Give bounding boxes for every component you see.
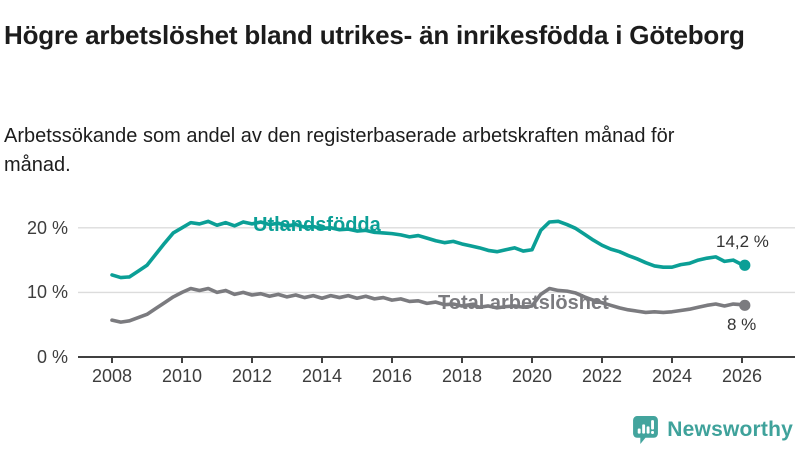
end-dot-1 — [739, 299, 751, 311]
x-axis-label: 2026 — [721, 366, 763, 386]
x-axis-label: 2020 — [511, 366, 553, 386]
newsworthy-logo: Newsworthy — [632, 415, 793, 444]
x-axis-label: 2012 — [231, 366, 273, 386]
y-axis-label: 0 % — [36, 347, 68, 367]
x-axis-label: 2014 — [301, 366, 343, 386]
x-axis-label: 2016 — [371, 366, 413, 386]
brand-name: Newsworthy — [667, 417, 793, 441]
end-dot-0 — [739, 259, 751, 271]
end-value-label-total: 8 % — [727, 315, 757, 334]
chart-title: Högre arbetslöshet bland utrikes- än inr… — [4, 20, 745, 51]
x-axis-label: 2022 — [581, 366, 623, 386]
series-line-1 — [110, 286, 747, 324]
x-axis-label: 2010 — [161, 366, 203, 386]
series-label-total-arbetsloshet: Total arbetslöshet — [438, 292, 609, 314]
bar-chart-speech-bubble-icon — [633, 416, 659, 444]
y-axis-label: 10 % — [26, 282, 68, 303]
end-value-label-utlandsfodda: 14,2 % — [716, 232, 769, 251]
y-axis-label: 20 % — [26, 217, 68, 238]
series-line-0 — [110, 219, 747, 280]
plot-area — [78, 219, 795, 363]
x-axis-label: 2018 — [441, 366, 483, 386]
series-label-utlandsfodda: Utlandsfödda — [253, 214, 381, 236]
x-axis-label: 2008 — [91, 366, 133, 386]
x-axis-label: 2024 — [651, 366, 693, 386]
line-chart: 0 % 10 % 20 % 2008 2010 2012 2014 2016 2018 2020 2… — [0, 195, 800, 400]
chart-subtitle: Arbetssökande som andel av den registerb… — [4, 125, 675, 176]
